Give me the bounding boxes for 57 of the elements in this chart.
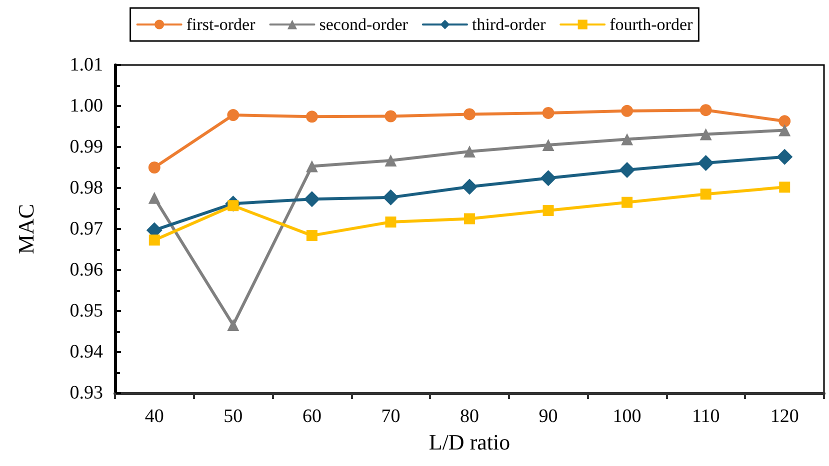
point bbox=[148, 234, 160, 246]
point bbox=[464, 146, 476, 158]
x-tick-label: 110 bbox=[692, 406, 720, 427]
legend-label: fourth-order bbox=[610, 15, 694, 34]
point bbox=[148, 162, 160, 174]
point bbox=[698, 154, 714, 171]
point bbox=[148, 192, 160, 204]
point bbox=[778, 115, 791, 128]
point bbox=[384, 110, 397, 122]
x-tick-label: 80 bbox=[460, 406, 479, 427]
point bbox=[464, 108, 476, 120]
y-tick-label: 0.93 bbox=[70, 382, 103, 404]
y-tick-label: 0.97 bbox=[70, 218, 103, 240]
y-tick-label: 1.00 bbox=[70, 96, 103, 116]
point bbox=[619, 162, 636, 178]
point bbox=[542, 205, 554, 216]
point bbox=[700, 128, 712, 140]
legend-label: second-order bbox=[319, 15, 408, 34]
point bbox=[776, 148, 793, 165]
point bbox=[621, 133, 634, 146]
y-tick-label: 0.99 bbox=[70, 136, 103, 158]
point bbox=[227, 318, 240, 331]
point bbox=[700, 188, 712, 200]
point bbox=[700, 104, 712, 116]
x-tick-label: 40 bbox=[144, 406, 164, 427]
point bbox=[384, 154, 397, 167]
point bbox=[462, 178, 478, 195]
point bbox=[304, 191, 320, 208]
x-tick-label: 50 bbox=[224, 406, 243, 427]
x-tick-label: 120 bbox=[770, 406, 799, 427]
point bbox=[542, 138, 554, 151]
legend-label: third-order bbox=[472, 15, 546, 34]
point bbox=[306, 110, 318, 123]
point bbox=[540, 170, 556, 186]
point bbox=[622, 196, 633, 208]
y-axis-title: MAC bbox=[14, 204, 38, 254]
y-tick-label: 1.01 bbox=[70, 54, 103, 76]
point bbox=[464, 213, 475, 224]
point bbox=[621, 104, 634, 117]
y-tick-label: 0.94 bbox=[70, 342, 104, 362]
x-tick-label: 90 bbox=[538, 406, 558, 427]
x-axis-title: L/D ratio bbox=[428, 429, 510, 454]
y-tick-label: 0.98 bbox=[70, 178, 103, 198]
point bbox=[306, 160, 318, 172]
point bbox=[306, 230, 318, 242]
legend-label: first-order bbox=[186, 15, 256, 34]
y-tick-label: 0.95 bbox=[70, 300, 103, 322]
x-tick-label: 100 bbox=[612, 406, 642, 427]
x-tick-label: 60 bbox=[302, 406, 322, 427]
x-tick-label: 70 bbox=[381, 406, 400, 427]
point bbox=[779, 182, 790, 193]
point bbox=[385, 216, 396, 228]
point bbox=[382, 189, 399, 206]
y-tick-label: 0.96 bbox=[70, 260, 103, 280]
point bbox=[227, 109, 240, 122]
point bbox=[778, 124, 791, 136]
point bbox=[542, 106, 554, 119]
